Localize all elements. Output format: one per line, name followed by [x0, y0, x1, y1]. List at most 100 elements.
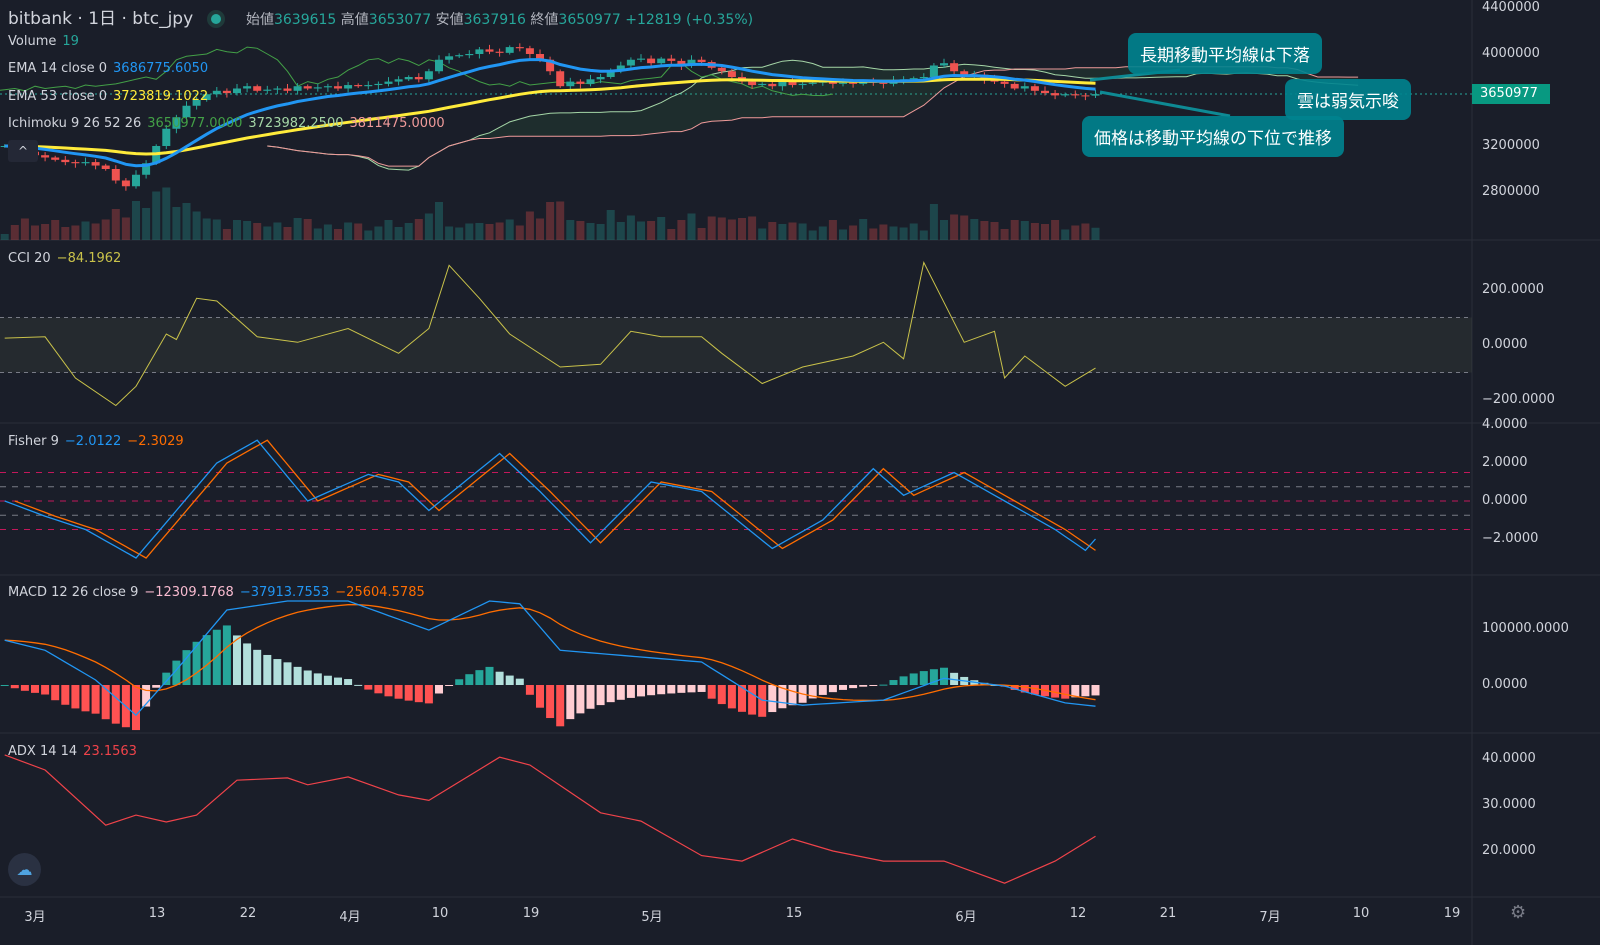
legend-fisher[interactable]: Fisher 9 −2.0122 −2.3029 [8, 434, 190, 449]
candle [394, 79, 403, 82]
macd-histogram-bar [768, 685, 777, 713]
volume-bar [748, 216, 757, 240]
candle [384, 81, 393, 84]
legend-volume[interactable]: Volume 19 [8, 34, 85, 49]
candle [828, 81, 837, 84]
volume-bar [31, 225, 39, 240]
macd-histogram-bar [263, 654, 272, 685]
adx-tick: 30.0000 [1482, 797, 1536, 812]
legend-value: −84.1962 [56, 251, 122, 266]
volume-bar [525, 211, 534, 240]
candle [1071, 94, 1080, 96]
cci-tick: −200.0000 [1482, 392, 1555, 407]
volume-bar [1000, 229, 1009, 240]
candle [909, 78, 918, 80]
candle [263, 89, 272, 91]
volume-bar [121, 217, 130, 240]
volume-bar [384, 220, 393, 240]
legend-label: ADX 14 14 [8, 744, 78, 759]
candle [475, 49, 484, 54]
macd-histogram-bar [374, 685, 383, 694]
volume-bar [51, 220, 60, 240]
volume-bar [818, 226, 827, 240]
candle [929, 65, 938, 77]
volume-bar [788, 222, 797, 240]
volume-bar [101, 219, 110, 240]
volume-bar [91, 223, 100, 240]
volume-bar [71, 225, 80, 240]
volume-bar [828, 220, 837, 240]
volume-bar [505, 219, 514, 240]
macd-histogram-bar [727, 685, 736, 709]
volume-bar [374, 226, 383, 240]
candle [798, 83, 807, 86]
legend-adx[interactable]: ADX 14 14 23.1563 [8, 744, 143, 759]
volume-bar [142, 208, 151, 240]
volume-bar [344, 222, 353, 240]
callout-long-ema-falling[interactable]: 長期移動平均線は下落 [1128, 33, 1322, 74]
volume-bar [596, 224, 605, 240]
legend-ema14[interactable]: EMA 14 close 0 3686775.6050 [8, 61, 214, 76]
adx-tick: 20.0000 [1482, 843, 1536, 858]
fisher-line [4, 439, 1096, 559]
volume-bar [182, 203, 191, 240]
time-tick: 15 [785, 906, 803, 921]
legend-ema53[interactable]: EMA 53 close 0 3723819.1022 [8, 89, 214, 104]
candle [414, 77, 423, 80]
macd-histogram-bar [435, 685, 443, 694]
candle [485, 49, 494, 52]
volume-bar [202, 218, 211, 240]
candle [495, 51, 504, 53]
volume-bar [233, 220, 241, 240]
callout-cloud-bearish[interactable]: 雲は弱気示唆 [1285, 79, 1411, 120]
legend-macd[interactable]: MACD 12 26 close 9 −12309.1768 −37913.7553… [8, 585, 431, 600]
settings-gear-icon[interactable]: ⚙ [1510, 902, 1527, 923]
candle [586, 79, 595, 84]
legend-value: 23.1563 [83, 744, 137, 759]
time-tick: 22 [239, 906, 257, 921]
volume-bar [1041, 224, 1049, 240]
macd-histogram-bar [909, 673, 918, 685]
candle [1061, 94, 1070, 96]
volume-bar [768, 222, 777, 240]
candle [233, 88, 241, 94]
callout-price-below-ema[interactable]: 価格は移動平均線の下位で推移 [1082, 116, 1344, 157]
candle [111, 169, 120, 181]
candle [758, 83, 767, 86]
macd-histogram-bar [576, 685, 585, 714]
macd-histogram-bar [828, 685, 837, 693]
macd-histogram-bar [10, 685, 19, 689]
volume-bar [677, 220, 686, 240]
interval[interactable]: 1日 [88, 9, 117, 29]
macd-histogram-bar [404, 685, 413, 701]
volume-bar [1061, 229, 1070, 240]
volume-bar [879, 224, 888, 240]
volume-bar [1051, 220, 1060, 240]
legend-ichimoku[interactable]: Ichimoku 9 26 52 26 3650977.0000 3723982.2… [8, 116, 451, 131]
open-value: 3639615 [273, 12, 337, 28]
volume-bar [1020, 221, 1029, 240]
macd-histogram-bar [505, 675, 514, 685]
candle [849, 82, 858, 84]
volume-bar [899, 227, 908, 240]
time-tick: 19 [1443, 906, 1461, 921]
logo-icon[interactable]: ☁ [8, 853, 41, 886]
volume-bar [20, 218, 29, 240]
volume-bar [41, 224, 50, 240]
volume-bar [798, 223, 807, 240]
macd-histogram-bar [192, 641, 201, 685]
legend-cci[interactable]: CCI 20 −84.1962 [8, 251, 127, 266]
candle [81, 162, 90, 164]
price-tick: 3200000 [1482, 138, 1540, 153]
legend-label: Fisher 9 [8, 434, 59, 449]
symbol-header[interactable]: bitbank · 1日 · btc_jpy 始値3639615 高値36530… [8, 9, 754, 29]
volume-bar [889, 226, 898, 240]
candle [1000, 81, 1009, 84]
volume-bar [717, 217, 726, 240]
volume-bar [808, 230, 817, 240]
candle [51, 157, 60, 160]
collapse-legend-button[interactable]: ^ [8, 140, 38, 162]
macd-histogram-bar [293, 666, 302, 685]
symbol[interactable]: btc_jpy [132, 9, 194, 29]
